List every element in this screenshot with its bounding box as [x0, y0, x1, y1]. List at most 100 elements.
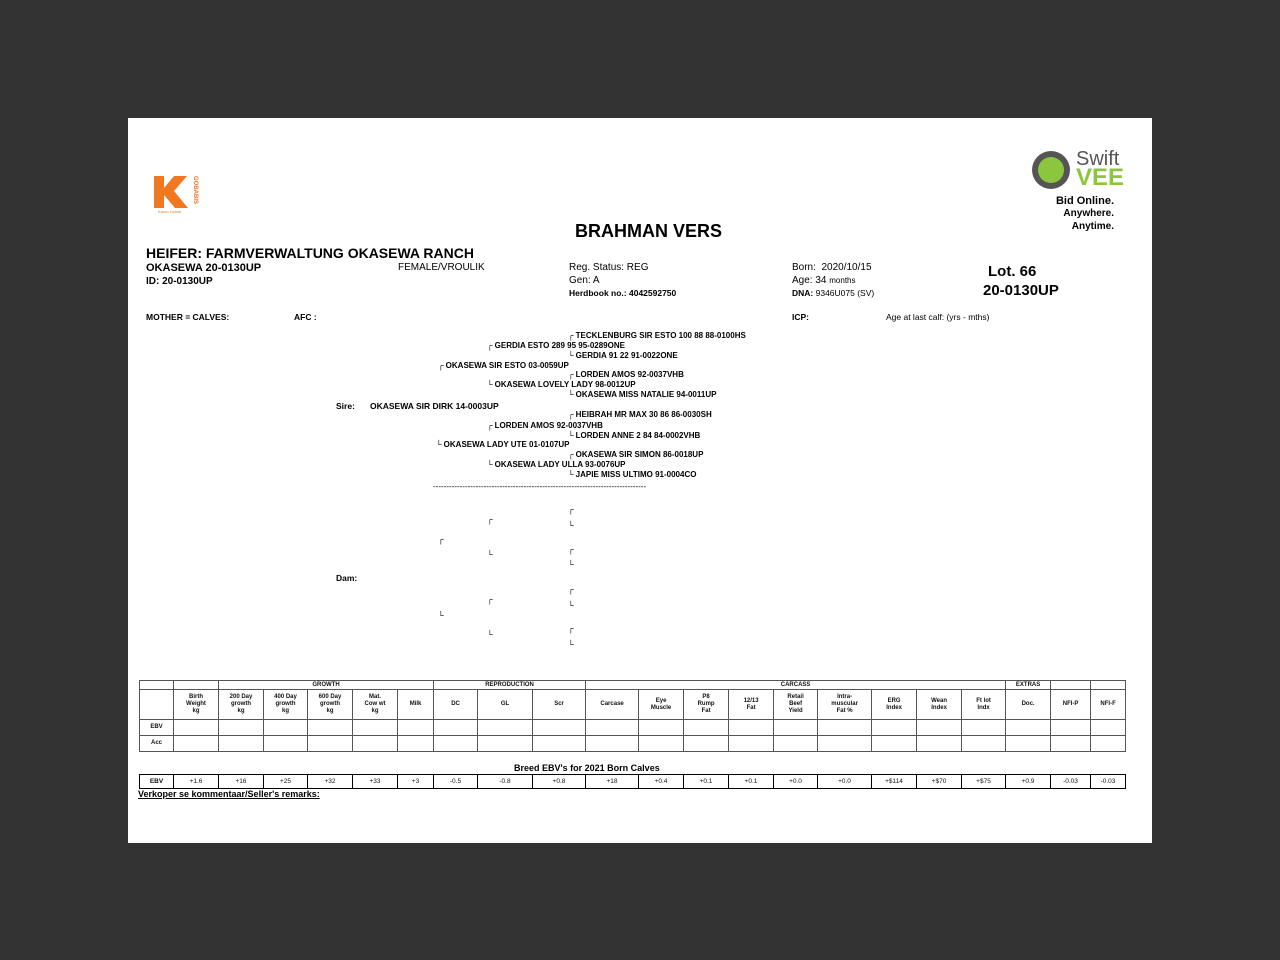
pedigree-bracket: ┌	[487, 341, 493, 350]
empty-cell	[1090, 719, 1127, 736]
ancestor-name: HEIBRAH MR MAX 30 86 86-0030SH	[575, 410, 712, 419]
empty-cell	[683, 735, 730, 752]
sire-label: Sire:	[336, 401, 355, 411]
breed-ebv-value: +0.1	[683, 774, 729, 789]
column-header: 400 Day growth kg	[263, 689, 308, 720]
pedigree-bracket: └	[487, 460, 493, 469]
column-header: NFI-P	[1050, 689, 1092, 720]
column-header: Carcase	[585, 689, 640, 720]
breed-ebv-table: EBV +1.6 +16 +25 +32 +33 +3 -0.5 -0.8 +0.8 +18 +0.4…	[139, 774, 1126, 789]
dam-pedigree-bracket: └	[568, 601, 574, 610]
karoo-ochse-logo: GOBABIS Karoo Ochse	[154, 176, 204, 216]
breed-ebv-title: Breed EBV's for 2021 Born Calves	[514, 763, 660, 773]
empty-cell	[773, 735, 819, 752]
breed-ebv-value: +0.8	[532, 774, 586, 789]
logo-line1: Bid Online.	[1055, 195, 1114, 207]
breed-ebv-value: +16	[218, 774, 264, 789]
group-header	[139, 680, 174, 690]
row-label: Acc	[139, 735, 174, 752]
dam-pedigree-bracket: ┌	[568, 505, 574, 514]
age-value: 34	[815, 275, 827, 286]
column-header: ERG Index	[871, 689, 918, 720]
column-header: 12/13 Fat	[728, 689, 775, 720]
dam-pedigree-bracket: └	[487, 630, 493, 639]
age-unit: months	[829, 276, 856, 285]
document-title: BRAHMAN VERS	[575, 221, 723, 241]
pedigree-bracket: └	[568, 470, 574, 479]
ancestor-name: GERDIA 91 22 91-0022ONE	[575, 351, 678, 360]
empty-cell	[477, 735, 534, 752]
empty-cell	[532, 735, 587, 752]
empty-cell	[396, 719, 435, 736]
empty-cell	[585, 735, 640, 752]
dam-pedigree-bracket: └	[568, 640, 574, 649]
gen: Gen: A	[569, 275, 600, 286]
empty-cell	[1050, 735, 1092, 752]
empty-cell	[585, 719, 640, 736]
empty-cell	[1005, 719, 1052, 736]
ebv-table: GROWTH REPRODUCTION CARCASS EXTRAS Birth Wei…	[139, 680, 1127, 752]
icp-label: ICP:	[792, 312, 809, 322]
empty-cell	[307, 735, 353, 752]
breed-ebv-value: +0.9	[1005, 774, 1051, 789]
empty-cell	[263, 735, 308, 752]
age: Age: 34 months	[792, 275, 856, 286]
breed-ebv-value: +3	[397, 774, 434, 789]
empty-cell	[638, 719, 685, 736]
sire-name: OKASEWA SIR DIRK 14-0003UP	[370, 401, 499, 411]
column-header: Mat. Cow wt kg	[352, 689, 398, 720]
dam-pedigree-bracket: └	[568, 521, 574, 530]
table-row: Acc	[139, 735, 1127, 752]
column-header: Eye Muscle	[638, 689, 685, 720]
ancestor-name: OKASEWA LADY UTE 01-0107UP	[443, 440, 570, 449]
breed-ebv-value: +25	[263, 774, 308, 789]
herdbook-label: Herdbook no.:	[569, 288, 627, 298]
handshake-icon	[1032, 151, 1070, 189]
dam-pedigree-bracket: ┌	[487, 515, 493, 524]
pedigree-bracket: └	[436, 440, 442, 449]
group-header: EXTRAS	[1005, 680, 1052, 690]
breed-ebv-value: +33	[352, 774, 398, 789]
empty-cell	[433, 719, 479, 736]
pedigree-entry: └ GERDIA 91 22 91-0022ONE	[568, 351, 678, 360]
ancestor-name: OKASEWA SIR SIMON 86-0018UP	[575, 450, 704, 459]
group-header: GROWTH	[217, 680, 435, 690]
empty-cell	[817, 735, 873, 752]
pedigree-entry: └ OKASEWA LOVELY LADY 98-0012UP	[487, 380, 636, 389]
pedigree-bracket: ┌	[487, 421, 493, 430]
column-header: GL	[477, 689, 534, 720]
row-label: EBV	[139, 774, 174, 789]
breed-ebv-value: -0.03	[1050, 774, 1091, 789]
empty-cell	[916, 719, 963, 736]
breed-ebv-value: +18	[585, 774, 639, 789]
animal-name: OKASEWA 20-0130UP	[146, 262, 262, 274]
breed-ebv-value: +0.0	[817, 774, 872, 789]
column-header: Birth Weight kg	[173, 689, 219, 720]
pedigree-entry: └ OKASEWA LADY UTE 01-0107UP	[436, 440, 569, 449]
column-header: 600 Day growth kg	[307, 689, 353, 720]
empty-cell	[961, 735, 1007, 752]
logo-text: GOBABIS	[192, 176, 198, 205]
mother-calves-label: MOTHER = CALVES:	[146, 312, 230, 322]
animal-heading: HEIFER: FARMVERWALTUNG OKASEWA RANCH	[146, 245, 474, 261]
pedigree-entry: ┌ OKASEWA SIR ESTO 03-0059UP	[438, 361, 569, 370]
column-header-row: Birth Weight kg 200 Day growth kg 400 Day …	[139, 689, 1127, 720]
empty-cell	[961, 719, 1007, 736]
pedigree-entry: └ OKASEWA MISS NATALIE 94-0011UP	[568, 390, 716, 399]
column-header: Milk	[396, 689, 435, 720]
empty-cell	[396, 735, 435, 752]
breed-ebv-value: +1.6	[173, 774, 219, 789]
afc-label: AFC :	[294, 312, 317, 322]
pedigree-bracket: └	[568, 431, 574, 440]
ancestor-name: GERDIA ESTO 289 95 95-0289ONE	[494, 341, 625, 350]
logo-line3: Anytime.	[1071, 221, 1114, 232]
pedigree-bracket: ┌	[568, 410, 574, 419]
column-header: Retail Beef Yield	[773, 689, 819, 720]
breed-ebv-value: +0.0	[773, 774, 818, 789]
logo-vee: VEE	[1076, 164, 1125, 191]
empty-cell	[916, 735, 963, 752]
seller-remarks-label: Verkoper se kommentaar/Seller's remarks:	[138, 789, 320, 799]
empty-cell	[871, 719, 918, 736]
pedigree-bracket: └	[487, 380, 493, 389]
pedigree-bracket: ┌	[568, 331, 574, 340]
